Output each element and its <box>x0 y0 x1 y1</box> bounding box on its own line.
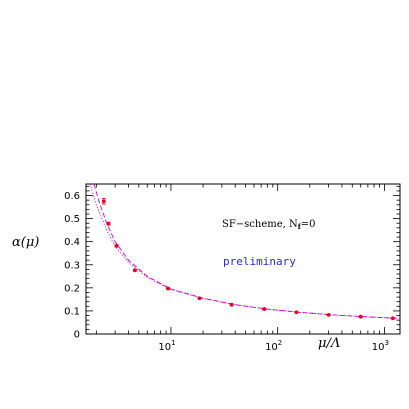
data-point <box>197 296 202 301</box>
scheme-annotation: SF−scheme, Nf=0 <box>222 219 316 231</box>
data-point <box>106 221 111 226</box>
axis-ticks <box>86 184 400 335</box>
scheme-equals: =0 <box>301 219 316 230</box>
x-tick-label: 102 <box>265 339 282 353</box>
curve-dashed <box>93 183 397 319</box>
y-tick-label: 0.2 <box>64 283 80 294</box>
x-axis-label: μ/Λ <box>318 336 340 351</box>
data-points-group <box>101 198 395 321</box>
data-point <box>166 286 170 291</box>
data-point <box>390 316 395 321</box>
data-point <box>101 199 106 204</box>
x-tick-label: 101 <box>158 339 175 353</box>
y-tick-label: 0.4 <box>64 237 80 248</box>
curves-group <box>89 183 397 319</box>
x-tick-label: 103 <box>372 339 389 353</box>
data-point <box>229 302 234 307</box>
data-point <box>114 243 119 248</box>
y-tick-label: 0 <box>74 330 80 341</box>
y-tick-label: 0.1 <box>64 306 80 317</box>
y-tick-label: 0.6 <box>64 191 80 202</box>
tick-labels-group: 0 0.1 0.2 0.3 0.4 0.5 0.6 101 102 103 <box>64 191 389 353</box>
y-tick-label: 0.5 <box>64 214 80 225</box>
data-point <box>133 268 137 273</box>
data-point <box>326 312 331 317</box>
curve-dotted <box>89 183 397 319</box>
plot-frame <box>85 183 401 335</box>
scheme-text: SF−scheme, N <box>222 219 298 230</box>
scheme-subscript: f <box>298 222 302 231</box>
y-tick-label: 0.3 <box>64 260 80 271</box>
preliminary-annotation: preliminary <box>223 255 296 268</box>
data-point <box>294 310 299 315</box>
y-axis-label: α(μ) <box>12 235 39 250</box>
data-point <box>262 307 267 311</box>
data-point <box>358 314 363 319</box>
